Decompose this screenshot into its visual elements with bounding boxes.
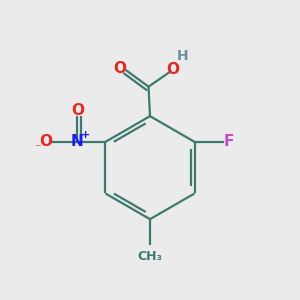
Text: +: + [81,130,90,140]
Text: ⁻: ⁻ [34,142,41,155]
Text: O: O [167,61,179,76]
Text: O: O [71,103,84,118]
Text: O: O [113,61,127,76]
Text: CH₃: CH₃ [137,250,163,262]
Text: H: H [177,49,189,63]
Text: O: O [39,134,52,149]
Text: F: F [224,134,234,149]
Text: N: N [71,134,84,149]
